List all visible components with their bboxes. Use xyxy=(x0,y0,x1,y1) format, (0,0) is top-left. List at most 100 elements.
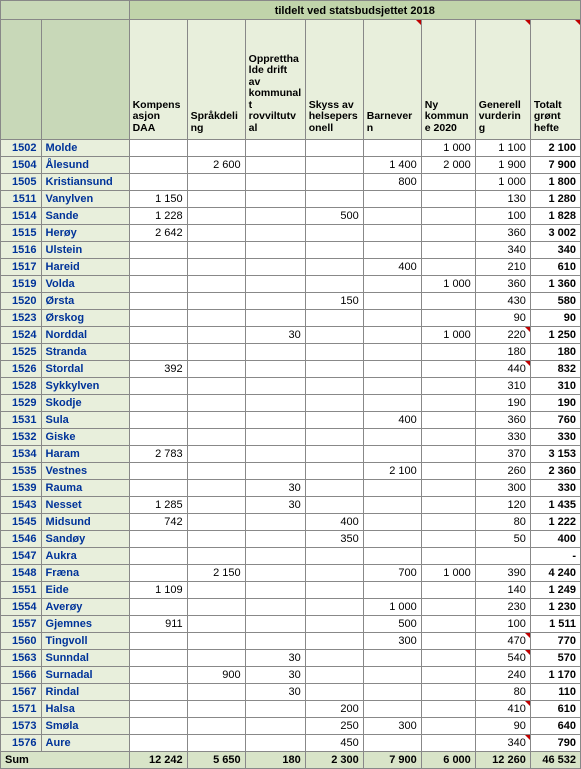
row-value xyxy=(187,598,245,615)
row-value: 1 000 xyxy=(363,598,421,615)
row-value xyxy=(363,394,421,411)
row-total: 1 800 xyxy=(530,173,580,190)
row-value xyxy=(129,649,187,666)
row-value: 310 xyxy=(475,377,530,394)
row-value xyxy=(245,717,305,734)
row-value xyxy=(187,343,245,360)
row-value xyxy=(421,513,475,530)
row-value: 360 xyxy=(475,275,530,292)
col-header: Ny kommune 2020 xyxy=(421,19,475,139)
row-value xyxy=(245,207,305,224)
table-row: 1515Herøy2 6423603 002 xyxy=(1,224,581,241)
row-value: 440 xyxy=(475,360,530,377)
row-value: 1 228 xyxy=(129,207,187,224)
table-row: 1504Ålesund2 6001 4002 0001 9007 900 xyxy=(1,156,581,173)
row-value xyxy=(187,734,245,751)
row-total: 2 100 xyxy=(530,139,580,156)
row-total: 180 xyxy=(530,343,580,360)
sum-label: Sum xyxy=(1,751,129,768)
row-value xyxy=(129,564,187,581)
row-value xyxy=(421,683,475,700)
row-value: 150 xyxy=(305,292,363,309)
row-total: 340 xyxy=(530,241,580,258)
row-value: 300 xyxy=(363,632,421,649)
row-value xyxy=(129,683,187,700)
row-value xyxy=(305,581,363,598)
row-total: 3 153 xyxy=(530,445,580,462)
table-row: 1529Skodje190190 xyxy=(1,394,581,411)
row-value: 1 285 xyxy=(129,496,187,513)
row-value: 210 xyxy=(475,258,530,275)
row-value xyxy=(245,547,305,564)
row-code: 1524 xyxy=(1,326,41,343)
row-value: 470 xyxy=(475,632,530,649)
row-value: 360 xyxy=(475,411,530,428)
row-value xyxy=(363,683,421,700)
row-value: 80 xyxy=(475,683,530,700)
row-value xyxy=(187,717,245,734)
row-value xyxy=(421,547,475,564)
row-value xyxy=(187,615,245,632)
row-name: Volda xyxy=(41,275,129,292)
row-value: 340 xyxy=(475,241,530,258)
row-value: 30 xyxy=(245,326,305,343)
col-header: Skyss av helsepersonell xyxy=(305,19,363,139)
row-total: 610 xyxy=(530,700,580,717)
row-value: 1 000 xyxy=(421,326,475,343)
row-value xyxy=(245,292,305,309)
row-value: 100 xyxy=(475,615,530,632)
row-value xyxy=(363,190,421,207)
row-value xyxy=(305,632,363,649)
row-name: Vanylven xyxy=(41,190,129,207)
row-code: 1534 xyxy=(1,445,41,462)
sum-value: 2 300 xyxy=(305,751,363,768)
row-code: 1525 xyxy=(1,343,41,360)
row-name: Aukra xyxy=(41,547,129,564)
row-value xyxy=(245,530,305,547)
row-value xyxy=(421,173,475,190)
row-value xyxy=(245,462,305,479)
row-value: 90 xyxy=(475,309,530,326)
row-value xyxy=(363,360,421,377)
row-code: 1539 xyxy=(1,479,41,496)
row-total: 790 xyxy=(530,734,580,751)
row-value: 30 xyxy=(245,666,305,683)
row-value xyxy=(363,292,421,309)
row-value xyxy=(421,700,475,717)
row-value xyxy=(129,632,187,649)
row-value xyxy=(305,666,363,683)
row-name: Averøy xyxy=(41,598,129,615)
row-value xyxy=(363,309,421,326)
row-value: 1 000 xyxy=(421,564,475,581)
row-value xyxy=(245,190,305,207)
row-value xyxy=(187,581,245,598)
row-value xyxy=(305,343,363,360)
table-row: 1551Eide1 1091401 249 xyxy=(1,581,581,598)
row-value xyxy=(187,309,245,326)
row-name: Nesset xyxy=(41,496,129,513)
row-name: Rindal xyxy=(41,683,129,700)
sum-value: 180 xyxy=(245,751,305,768)
table-row: 1526Stordal392440832 xyxy=(1,360,581,377)
row-value: 400 xyxy=(363,258,421,275)
row-value xyxy=(305,564,363,581)
row-value xyxy=(245,139,305,156)
row-name: Herøy xyxy=(41,224,129,241)
row-value xyxy=(129,139,187,156)
row-total: 110 xyxy=(530,683,580,700)
row-total: 1 511 xyxy=(530,615,580,632)
row-value xyxy=(245,173,305,190)
row-value xyxy=(187,700,245,717)
row-value xyxy=(363,649,421,666)
row-value: 300 xyxy=(475,479,530,496)
row-value xyxy=(363,139,421,156)
table-row: 1573Smøla25030090640 xyxy=(1,717,581,734)
row-value: 540 xyxy=(475,649,530,666)
row-code: 1548 xyxy=(1,564,41,581)
sum-value: 7 900 xyxy=(363,751,421,768)
row-value xyxy=(129,717,187,734)
row-value: 700 xyxy=(363,564,421,581)
row-total: 770 xyxy=(530,632,580,649)
row-value xyxy=(187,207,245,224)
row-code: 1546 xyxy=(1,530,41,547)
